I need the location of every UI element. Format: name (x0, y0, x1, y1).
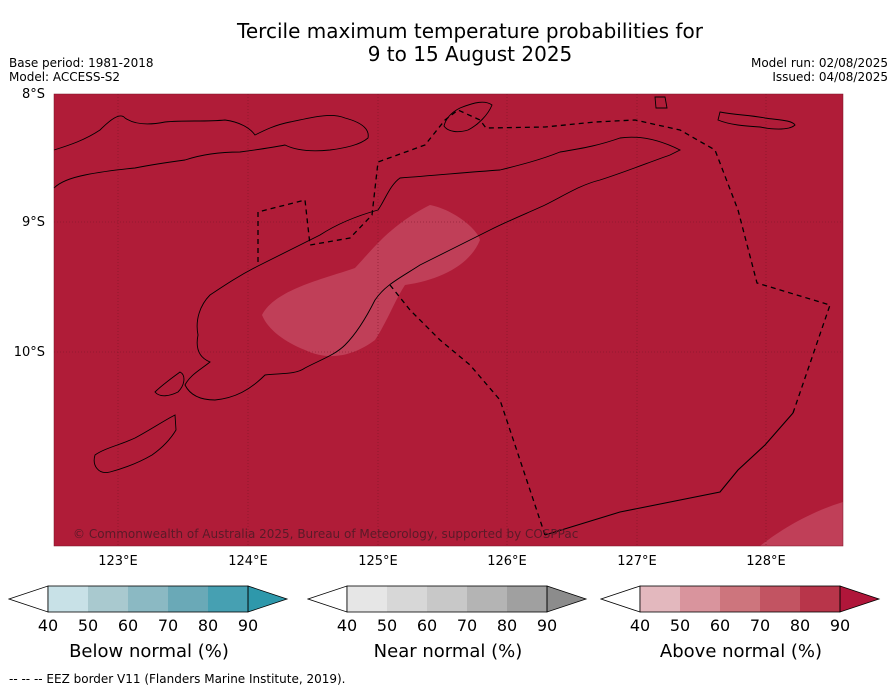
colorbar-above-tick: 70 (749, 616, 771, 635)
colorbar-below-left-extend (8, 585, 49, 613)
colorbar-below-tick: 80 (197, 616, 219, 635)
base-period: Base period: 1981-2018 (9, 56, 154, 70)
colorbar-below-tick: 70 (157, 616, 179, 635)
colorbar-above-tick: 50 (669, 616, 691, 635)
colorbar-below-segment (128, 586, 168, 612)
colorbar-above-right-extend (839, 585, 881, 613)
lon-label-127e: 127°E (617, 554, 657, 569)
colorbar-near-frame (346, 585, 548, 613)
rote-coastline (93, 414, 177, 473)
colorbar-above-tick: 40 (629, 616, 651, 635)
semau-coastline (154, 371, 185, 397)
colorbar-below-tick: 60 (117, 616, 139, 635)
colorbar-near-right-extend (546, 585, 588, 613)
lighter-patch (262, 205, 480, 357)
lon-label-125e: 125°E (358, 554, 398, 569)
colorbar-above-segment (640, 586, 680, 612)
colorbar-near-segment (467, 586, 507, 612)
colorbar-near-left-extend (307, 585, 348, 613)
colorbar-near-tick: 60 (416, 616, 438, 635)
model-run: Model run: 02/08/2025 (750, 56, 888, 70)
colorbar-above-tick: 60 (709, 616, 731, 635)
east-islands-coastline (443, 101, 493, 133)
issued-date: Issued: 04/08/2025 (772, 70, 888, 84)
colorbar-above-normal (600, 585, 881, 613)
lat-label-9s: 9°S (21, 215, 45, 230)
map-title: Tercile maximum temperature probabilitie… (170, 20, 770, 66)
colorbar-above-segment (760, 586, 800, 612)
copyright-notice: © Commonwealth of Australia 2025, Bureau… (73, 527, 579, 541)
colorbar-below-tick: 90 (237, 616, 259, 635)
legend-title-below-normal: Below normal (%) (69, 641, 229, 662)
colorbar-near-normal (307, 585, 588, 613)
colorbar-near-tick: 50 (376, 616, 398, 635)
colorbar-below-tick: 50 (77, 616, 99, 635)
colorbar-below-segment (48, 586, 88, 612)
colorbar-below-tick: 40 (37, 616, 59, 635)
coastlines (53, 96, 796, 473)
title-line-2: 9 to 15 August 2025 (367, 42, 573, 66)
lon-label-126e: 126°E (487, 554, 527, 569)
colorbar-below-segment (208, 586, 248, 612)
colorbar-above-segment (680, 586, 720, 612)
colorbar-near-segment (427, 586, 467, 612)
lon-label-124e: 124°E (228, 554, 268, 569)
lat-label-10s: 10°S (13, 345, 45, 360)
meta-right: Model run: 02/08/2025 Issued: 04/08/2025 (751, 56, 888, 84)
colorbar-near-segment (387, 586, 427, 612)
colorbar-below-right-extend (247, 585, 289, 613)
map-frame (53, 93, 844, 547)
colorbar-near-segment (347, 586, 387, 612)
meta-left: Base period: 1981-2018 Model: ACCESS-S2 (9, 56, 154, 84)
lat-label-8s: 8°S (21, 87, 45, 102)
colorbar-above-tick: 90 (829, 616, 851, 635)
lon-label-128e: 128°E (746, 554, 786, 569)
colorbar-above-frame (639, 585, 841, 613)
colorbar-near-tick: 70 (456, 616, 478, 635)
legend-title-above-normal: Above normal (%) (659, 641, 823, 662)
eez-border (257, 109, 831, 536)
colorbar-above-left-extend (600, 585, 641, 613)
lon-label-123e: 123°E (98, 554, 138, 569)
gridlines (54, 94, 843, 546)
model-name: Model: ACCESS-S2 (9, 70, 121, 84)
colorbar-near-tick: 40 (336, 616, 358, 635)
colorbar-above-segment (800, 586, 840, 612)
colorbar-near-tick: 90 (536, 616, 558, 635)
colorbar-below-frame (47, 585, 249, 613)
timor-coastline (184, 136, 682, 401)
colorbar-below-segment (168, 586, 208, 612)
colorbar-above-segment (720, 586, 760, 612)
colorbar-above-tick: 80 (789, 616, 811, 635)
colorbar-below-segment (88, 586, 128, 612)
colorbar-near-segment (507, 586, 547, 612)
colorbar-below-normal (8, 585, 289, 613)
colorbar-near-tick: 80 (496, 616, 518, 635)
lighter-patch-2 (760, 502, 843, 546)
small-island-coastline (654, 96, 668, 109)
eez-solid-border (544, 412, 794, 536)
title-line-1: Tercile maximum temperature probabilitie… (237, 19, 703, 43)
legend-title-near-normal: Near normal (%) (373, 641, 523, 662)
eez-footnote: -- -- -- EEZ border V11 (Flanders Marine… (9, 672, 346, 686)
far-east-island-coastline (717, 111, 796, 130)
northern-islands-coastline (53, 115, 369, 189)
probability-field (54, 94, 843, 546)
